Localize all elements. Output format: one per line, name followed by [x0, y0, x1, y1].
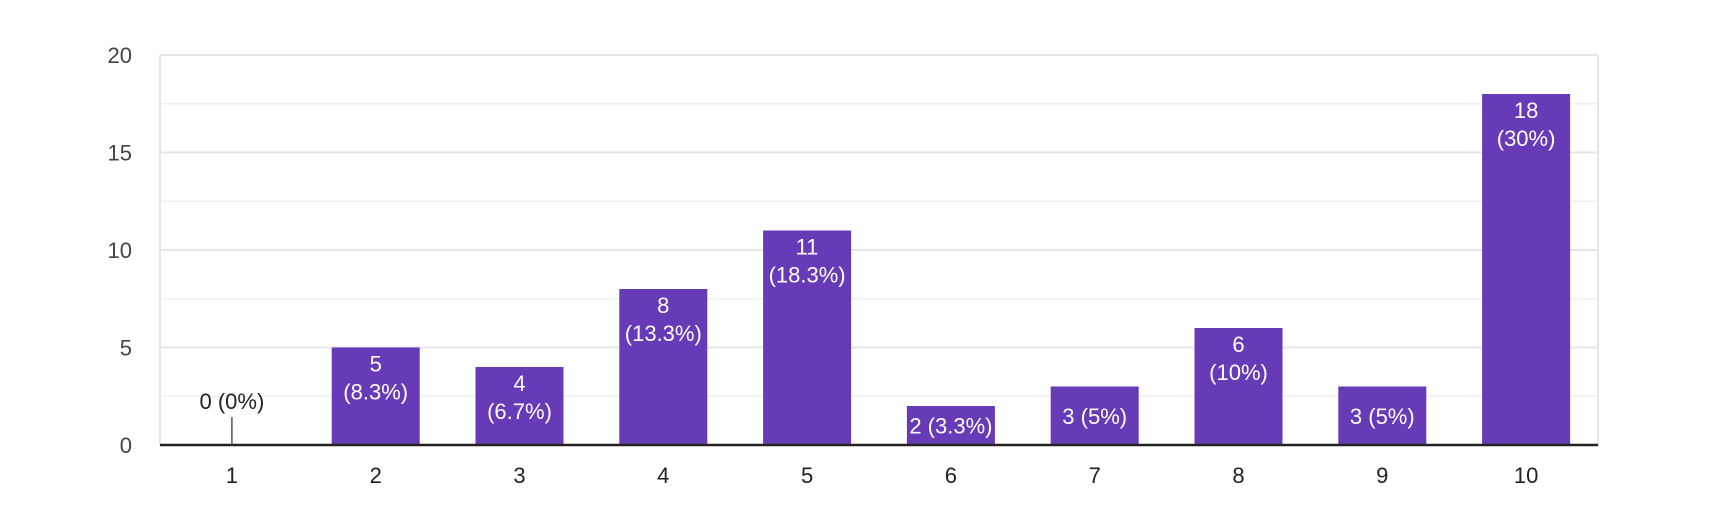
data-label: 0 (0%) [200, 389, 265, 414]
data-labels: 0 (0%) 5 (8.3%) 4 (6.7%) 8 (13.3%) 11 (18.3%) 2 (… [200, 98, 1556, 445]
x-tick-label: 5 [801, 463, 813, 488]
y-tick-label: 20 [108, 43, 132, 68]
bar [331, 347, 420, 445]
x-tick-label: 2 [370, 463, 382, 488]
bar [1482, 94, 1571, 445]
x-tick-label: 7 [1089, 463, 1101, 488]
x-tick-label: 4 [657, 463, 669, 488]
bars [331, 94, 1571, 445]
bar [1338, 386, 1427, 445]
x-tick-label: 3 [513, 463, 525, 488]
x-tick-label: 10 [1514, 463, 1538, 488]
bar [763, 230, 852, 445]
data-label: 2 (3.3%) [909, 414, 992, 439]
data-label: 3 (5%) [1062, 404, 1127, 429]
bar [1194, 328, 1283, 445]
bar [1050, 386, 1139, 445]
y-tick-label: 5 [120, 336, 132, 361]
data-label: 11 (18.3%) [769, 235, 846, 288]
x-axis-ticks: 1 2 3 4 5 6 7 8 9 10 [226, 463, 1539, 488]
y-tick-label: 0 [120, 433, 132, 458]
data-label: 5 (8.3%) [343, 352, 408, 405]
y-tick-label: 10 [108, 238, 132, 263]
bar [619, 289, 708, 445]
data-label: 3 (5%) [1350, 404, 1415, 429]
y-tick-label: 15 [108, 141, 132, 166]
y-axis-ticks: 0 5 10 15 20 [108, 43, 132, 458]
data-label: 4 (6.7%) [487, 371, 552, 424]
x-tick-label: 8 [1232, 463, 1244, 488]
data-label: 8 (13.3%) [625, 293, 702, 346]
bar [906, 406, 995, 445]
data-label: 18 (30%) [1497, 98, 1556, 151]
x-tick-label: 9 [1376, 463, 1388, 488]
x-tick-label: 1 [226, 463, 238, 488]
bar [475, 367, 564, 445]
data-label: 6 (10%) [1209, 332, 1268, 385]
x-tick-label: 6 [945, 463, 957, 488]
